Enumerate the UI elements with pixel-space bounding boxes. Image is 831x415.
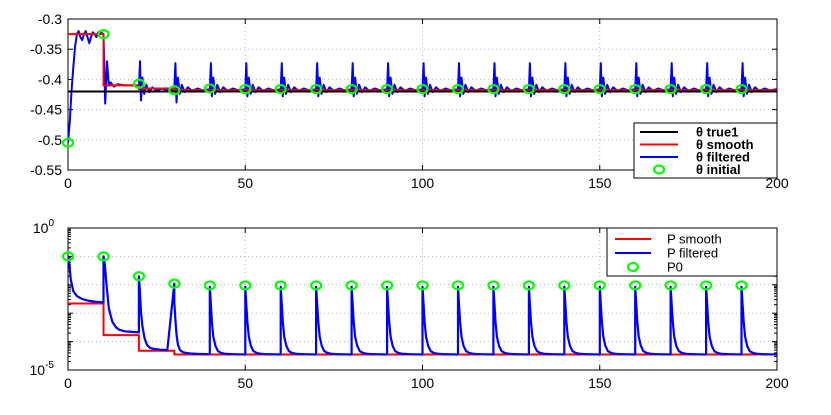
theta-initial-marker [558,83,571,95]
p-filtered-line [68,255,777,356]
p0-marker [699,280,713,291]
y-tick-exponent: -5 [45,360,54,371]
theta-initial-marker [416,83,429,95]
x-tick-label: 150 [588,175,612,191]
y-tick-label: -0.4 [38,71,62,87]
y-tick-label: 10-5 [30,360,55,378]
legend-label-initial: P0 [667,260,683,275]
x-tick-label: 150 [588,375,612,391]
p0-marker [239,280,252,291]
theta-initial-marker [735,83,748,95]
y-tick-label: 100 [33,218,55,236]
legend-label-filtered: θ filtered [696,150,750,165]
theta-initial-marker [203,83,216,94]
p-smooth-line [68,302,777,356]
p0-marker [664,280,677,291]
theta-initial-marker [97,28,110,40]
x-tick-label: 0 [64,175,72,191]
legend-label-true: θ true1 [696,125,738,140]
theta-initial-marker [345,83,358,95]
y-tick-base: 10 [30,362,46,378]
x-tick-label: 100 [411,175,435,191]
theta-initial-marker [487,83,500,95]
p0-marker [168,278,181,289]
p-series-layer [68,255,777,356]
x-tick-label: 100 [411,375,435,391]
legend-label-filtered: P filtered [667,246,718,261]
theta-initial-marker [451,83,465,95]
theta-initial-marker [380,83,394,95]
p0-marker [132,271,145,282]
legend-swatch-initial [652,164,666,175]
x-tick-label: 0 [64,375,72,391]
theta-initial-marker [593,83,606,95]
p0-marker [451,280,465,291]
legend-swatch-initial [626,261,640,273]
theta-initial-marker [310,83,323,95]
x-tick-label: 200 [765,175,789,191]
theta-initial-marker [239,83,252,95]
theta-initial-marker [664,83,677,95]
theta-initial-marker [61,137,75,148]
p0-marker [380,280,394,291]
theta-initial-marker [522,83,535,95]
p0-marker [97,251,110,262]
theta-initial-marker [132,78,145,89]
p0-marker [558,280,571,291]
y-tick-base: 10 [33,220,49,236]
theta-plot: 0 50 100 150 200 -0.55 -0.5 -0.45 -0.4 -0.35 -0.3 θ… [30,11,789,191]
p0-marker [345,280,358,291]
x-tick-label: 50 [237,175,253,191]
p0-marker [310,280,323,291]
y-tick-label: -0.55 [30,162,62,178]
legend-label-smooth: θ smooth [696,137,754,152]
theta-initial-marker [629,83,642,95]
p0-marker [274,280,287,291]
y-tick-label: -0.45 [30,102,62,118]
legend-label-smooth: P smooth [667,232,722,247]
theta-initial-marker [168,85,181,96]
x-tick-label: 200 [765,375,789,391]
p0-marker [203,280,216,291]
y-tick-exponent: 0 [48,218,54,229]
p0-marker [735,280,748,291]
p0-marker [61,251,75,262]
p0-marker [416,280,429,291]
x-tick-label: 50 [237,375,253,391]
p0-marker [522,280,535,291]
theta-initial-marker [699,83,713,95]
p0-marker [487,280,500,291]
y-tick-label: -0.35 [30,41,62,57]
p0-marker [629,280,642,291]
legend-label-initial: θ initial [696,162,741,177]
y-tick-label: -0.5 [38,132,62,148]
theta-initial-marker [274,83,287,95]
y-tick-label: -0.3 [38,11,62,27]
p0-marker [593,280,606,291]
